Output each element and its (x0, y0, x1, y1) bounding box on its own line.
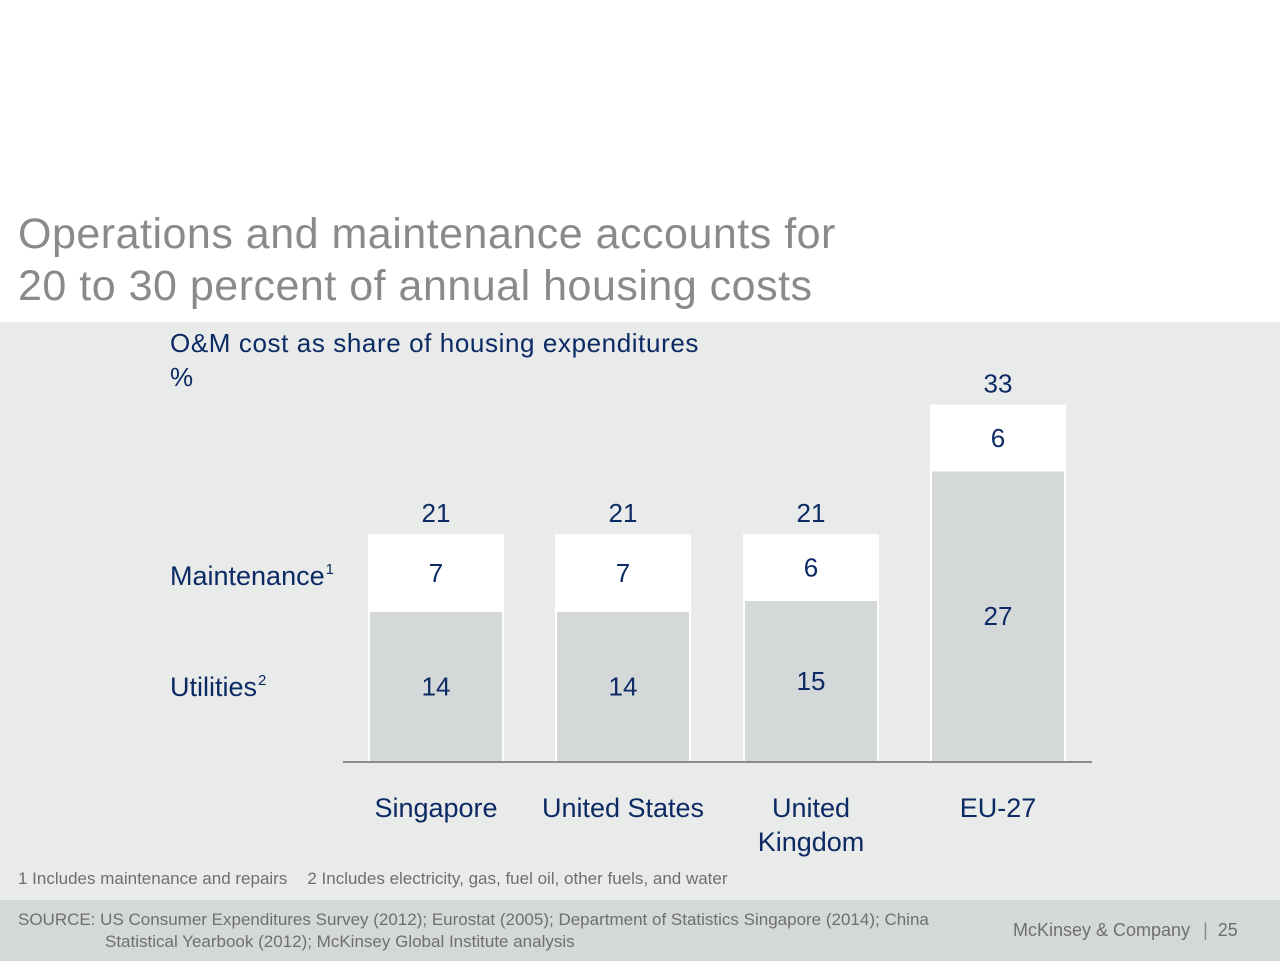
source-note: SOURCE: US Consumer Expenditures Survey … (18, 909, 998, 953)
footnote-1: 1 Includes maintenance and repairs (18, 869, 288, 888)
category-label-0-0: Singapore (374, 793, 497, 823)
source-line1: SOURCE: US Consumer Expenditures Survey … (18, 910, 929, 929)
bar-label-maintenance-3: 6 (991, 423, 1005, 453)
bar-label-maintenance-1: 7 (616, 558, 630, 588)
category-label-2-1: Kingdom (758, 827, 865, 857)
maintenance-footnote-ref: 1 (325, 561, 334, 578)
bar-label-utilities-2: 15 (797, 666, 826, 696)
bar-label-utilities-1: 14 (609, 671, 638, 701)
footnotes: 1 Includes maintenance and repairs 2 Incl… (18, 869, 748, 889)
utilities-row-label: Utilities2 (170, 672, 266, 703)
chart-subtitle-unit: % (170, 362, 194, 392)
slide-title-line1: Operations and maintenance accounts for (18, 210, 836, 258)
utilities-label-text: Utilities (170, 672, 258, 702)
bar-utilities-3 (930, 469, 1066, 763)
bar-utilities-0 (368, 609, 504, 763)
total-label-1: 21 (609, 498, 638, 528)
slide-title-line2: 20 to 30 percent of annual housing costs (18, 262, 813, 310)
bar-label-utilities-0: 14 (422, 671, 451, 701)
brand-footer: McKinsey & Company | 25 (1013, 920, 1238, 941)
category-label-2-0: United (772, 793, 850, 823)
bar-maintenance-0 (368, 534, 504, 612)
bar-maintenance-1 (555, 534, 691, 612)
chart-subtitle-line1: O&M cost as share of housing expenditure… (170, 328, 699, 358)
slide-title: Operations and maintenance accounts for … (18, 208, 1018, 312)
footnote-2: 2 Includes electricity, gas, fuel oil, o… (307, 869, 728, 888)
maintenance-label-text: Maintenance (170, 561, 325, 591)
bar-utilities-2 (743, 599, 879, 763)
total-label-2: 21 (797, 498, 826, 528)
bar-label-utilities-3: 27 (984, 601, 1013, 631)
category-label-3-0: EU-27 (960, 793, 1037, 823)
stacked-bar-chart: 14 7 21 Singapore 14 7 21 United States 15 6 21 Uni… (343, 369, 1092, 857)
bar-maintenance-2 (743, 534, 879, 601)
bar-maintenance-3 (930, 404, 1066, 472)
page-number: 25 (1217, 920, 1238, 940)
bar-label-maintenance-2: 6 (804, 553, 818, 583)
brand-name: McKinsey & Company (1013, 920, 1191, 940)
category-label-1-0: United States (542, 793, 704, 823)
source-bar (0, 900, 1280, 961)
bar-utilities-1 (555, 609, 691, 763)
total-label-0: 21 (422, 498, 451, 528)
bar-label-maintenance-0: 7 (429, 558, 443, 588)
chart-subtitle: O&M cost as share of housing expenditure… (170, 326, 699, 394)
total-label-3: 33 (984, 369, 1013, 399)
maintenance-row-label: Maintenance1 (170, 561, 334, 592)
source-line2: Statistical Yearbook (2012); McKinsey Gl… (105, 932, 575, 951)
utilities-footnote-ref: 2 (258, 672, 267, 689)
brand-separator: | (1203, 920, 1208, 940)
